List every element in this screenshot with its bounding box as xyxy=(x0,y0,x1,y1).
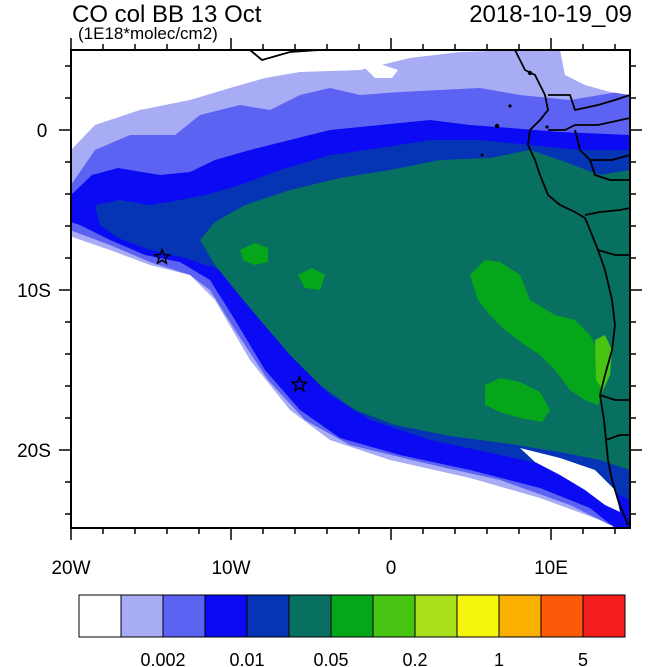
coastline xyxy=(249,50,630,526)
colorbar-labels: 0.002 0.01 0.05 0.2 1 5 xyxy=(140,650,588,667)
map-title: CO col BB 13 Oct xyxy=(72,1,262,28)
colorbar-label-1: 1 xyxy=(494,650,504,667)
site-markers xyxy=(152,247,309,393)
lat-label-0: 0 xyxy=(37,121,48,142)
clear-air-north xyxy=(365,64,398,78)
map-frame xyxy=(70,49,631,529)
axis-ticks xyxy=(59,38,642,540)
clear-air-northeast xyxy=(560,50,630,95)
plume-level-2-east xyxy=(470,260,605,405)
colorbar-label-5: 5 xyxy=(578,650,588,667)
colorbar-label-0.05: 0.05 xyxy=(313,650,348,667)
colorbar-label-0.002: 0.002 xyxy=(140,650,185,667)
star-site-2-star-icon xyxy=(290,375,309,393)
colorbar-label-0.01: 0.01 xyxy=(229,650,264,667)
lon-label-10w: 10W xyxy=(211,558,250,579)
clear-air-region xyxy=(520,448,620,512)
plume-level-2-coast xyxy=(595,335,612,390)
colorbar-swatch-5 xyxy=(288,594,332,638)
colorbar xyxy=(78,594,626,638)
colorbar-label-0.2: 0.2 xyxy=(402,650,427,667)
plume-level-2-south xyxy=(485,378,550,422)
lon-label-10e: 10E xyxy=(534,558,568,579)
plume-level-2-central xyxy=(298,268,325,290)
colorbar-swatch-10 xyxy=(498,594,542,638)
lat-label-20s: 20S xyxy=(17,441,51,462)
colorbar-swatch-8 xyxy=(414,594,458,638)
colorbar-swatch-6 xyxy=(330,594,374,638)
datetime-label: 2018-10-19_09 xyxy=(469,1,632,28)
units-label: (1E18*molec/cm2) xyxy=(78,24,218,43)
colorbar-swatch-2 xyxy=(162,594,206,638)
colorbar-swatch-12 xyxy=(582,594,626,638)
lon-label-0: 0 xyxy=(386,558,397,579)
colorbar-swatch-4 xyxy=(246,594,290,638)
colorbar-swatch-1 xyxy=(120,594,164,638)
lon-label-20w: 20W xyxy=(51,558,90,579)
colorbar-swatch-0 xyxy=(78,594,122,638)
colorbar-swatch-9 xyxy=(456,594,500,638)
islands xyxy=(480,70,549,157)
plume-field xyxy=(71,50,630,528)
colorbar-swatch-3 xyxy=(204,594,248,638)
colorbar-swatch-11 xyxy=(540,594,584,638)
plume-level-2-west xyxy=(240,243,268,265)
colorbar-swatch-7 xyxy=(372,594,416,638)
star-site-1-star-icon xyxy=(152,247,172,265)
lat-label-10s: 10S xyxy=(17,281,51,302)
